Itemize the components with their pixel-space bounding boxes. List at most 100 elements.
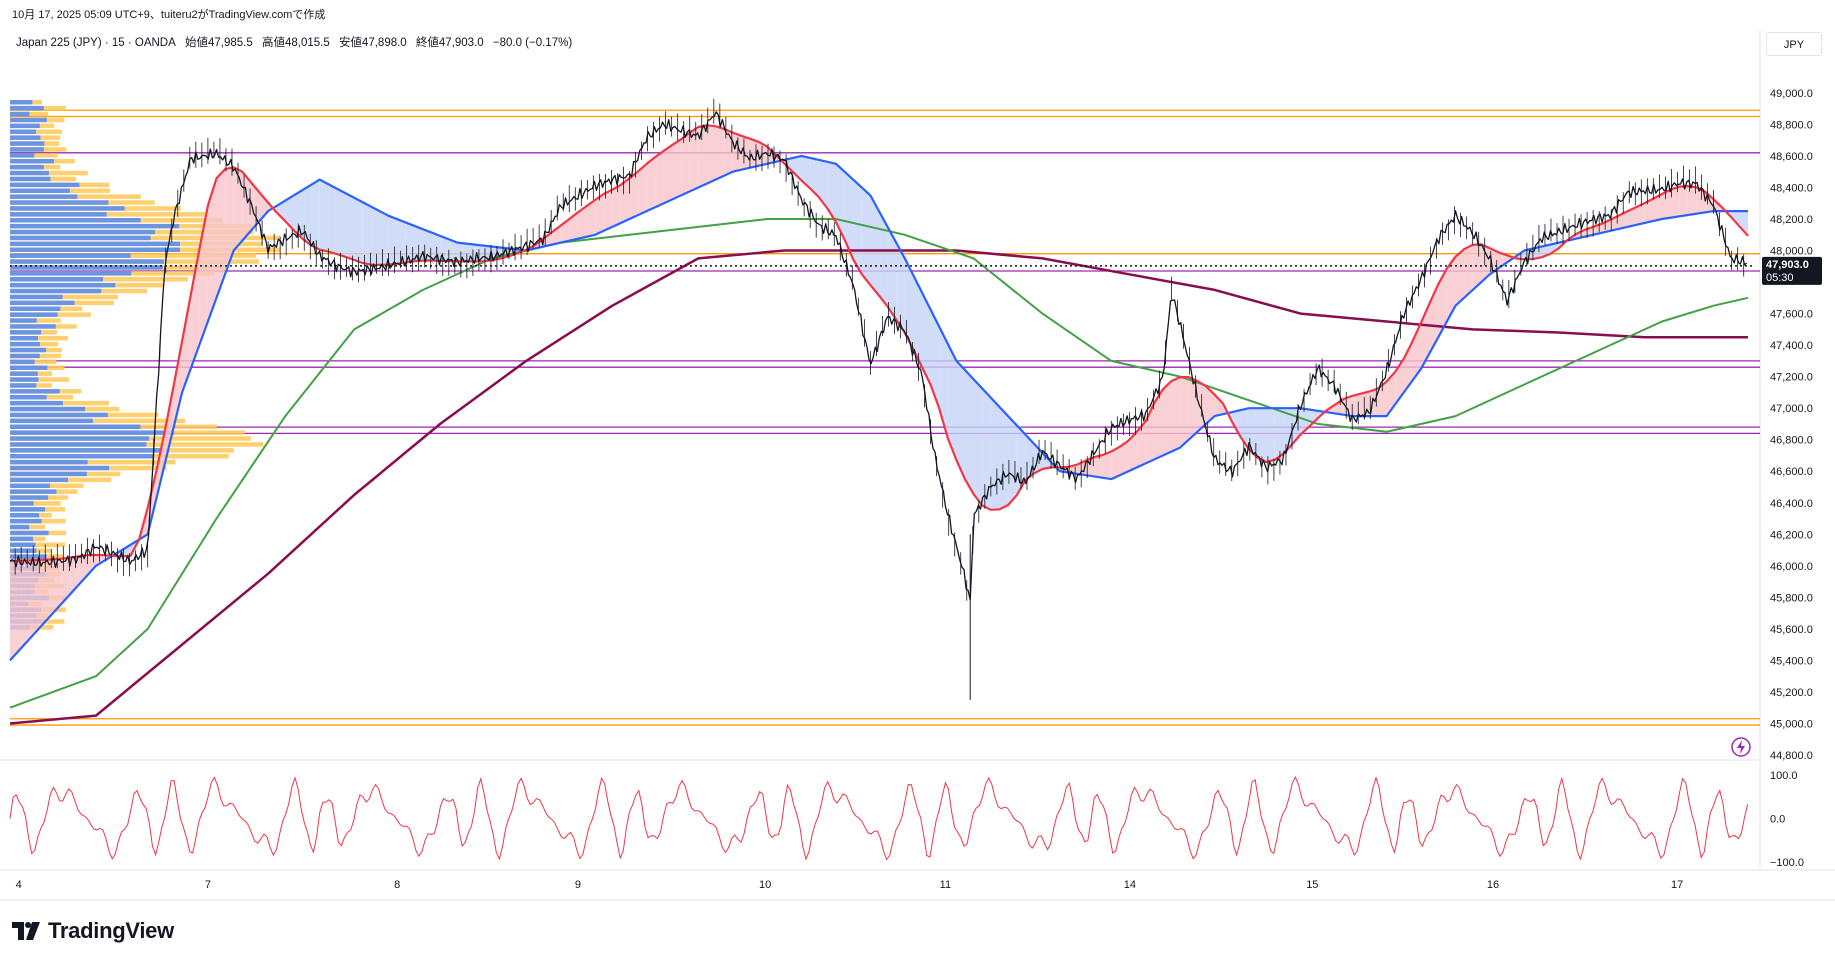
ma-cloud-fill	[96, 554, 105, 566]
price-tick-label: 48,200.0	[1770, 214, 1813, 226]
ma-cloud-fill	[810, 157, 819, 198]
volume-profile-bar	[10, 459, 176, 465]
ma-cloud-fill	[569, 212, 578, 241]
volume-profile-bar	[10, 554, 47, 559]
price-tick-label: 46,800.0	[1770, 435, 1813, 447]
slow-ma-line	[9, 218, 1749, 709]
volume-profile-bar	[10, 530, 49, 536]
volume-profile-bar	[10, 507, 45, 512]
time-tick-label: 16	[1487, 879, 1499, 891]
time-tick-label: 10	[759, 879, 771, 891]
currency-button[interactable]: JPY	[1766, 32, 1822, 56]
volume-profile-bar	[10, 495, 49, 500]
countdown-label: 05:30	[1766, 272, 1794, 284]
volume-profile-bar	[10, 253, 131, 258]
ma-cloud-fill	[1550, 242, 1559, 255]
time-tick-label: 14	[1124, 879, 1136, 891]
volume-profile-bar	[10, 548, 37, 553]
created-by-line: 10月 17, 2025 05:09 UTC+9、tuiteru2がTradin…	[12, 9, 326, 21]
ma-cloud-fill	[1171, 377, 1181, 452]
ma-cloud-fill	[586, 199, 596, 237]
ma-cloud-fill	[724, 128, 733, 176]
ma-cloud-fill	[879, 211, 888, 307]
volume-profile-bar	[10, 430, 174, 435]
volume-profile-bar	[10, 259, 164, 264]
volume-profile-bar	[10, 406, 86, 412]
change-value: −80.0 (−0.17%)	[492, 37, 573, 49]
volume-profile-bar	[10, 294, 63, 300]
price-line	[9, 111, 1748, 601]
ma-cloud-fill	[1119, 440, 1129, 476]
time-tick-label: 4	[16, 879, 22, 891]
ma-cloud-fill	[285, 195, 294, 231]
ma-cloud-fill	[543, 232, 553, 247]
volume-profile-bar	[10, 218, 141, 223]
ma-cloud-fill	[440, 235, 449, 262]
ma-cloud-fill	[1231, 410, 1241, 437]
symbol-legend: Japan 225 (JPY) · 15 · OANDA 始値47,985.5 …	[16, 34, 578, 50]
ma-cloud-fill	[1111, 446, 1120, 480]
price-tick-label: 48,000.0	[1770, 246, 1813, 258]
volume-profile-bar	[10, 412, 108, 418]
ma-cloud-fill	[973, 379, 983, 506]
ma-cloud-fill	[1661, 189, 1671, 219]
ma-cloud-fill	[466, 243, 475, 262]
volume-profile-bar	[10, 377, 70, 382]
ma-cloud-fill	[715, 126, 725, 180]
ma-cloud-fill	[259, 192, 269, 221]
ma-cloud-fill	[250, 182, 260, 231]
volume-profile-bar	[10, 424, 141, 429]
ma-cloud-fill	[207, 178, 217, 322]
high-value: 高値48,015.5	[261, 37, 330, 49]
ma-cloud-fill	[1438, 268, 1447, 338]
volume-profile-bar	[10, 306, 61, 311]
ma-cloud-fill	[1352, 393, 1361, 417]
symbol-name[interactable]: Japan 225 (JPY) · 15 · OANDA	[16, 37, 176, 49]
ma-cloud-fill	[1102, 451, 1112, 480]
volume-profile-bar	[10, 347, 47, 353]
volume-profile-bar	[10, 459, 88, 465]
ma-cloud-fill	[1403, 341, 1413, 393]
volume-profile-bar	[10, 265, 163, 270]
ma-cloud-fill	[603, 189, 613, 231]
ma-cloud-fill	[577, 206, 587, 239]
ma-cloud-fill	[689, 127, 699, 192]
ma-cloud-fill	[422, 229, 432, 261]
ma-cloud-fill	[844, 171, 854, 260]
volume-profile-bar	[10, 194, 78, 199]
price-tick-label: 48,800.0	[1770, 119, 1813, 131]
volume-profile-bar	[10, 212, 206, 217]
volume-profile-bar	[10, 330, 42, 335]
ma-cloud-fill	[904, 258, 914, 350]
volume-profile-bar	[10, 212, 107, 217]
volume-profile-bar	[10, 129, 37, 134]
time-tick-label: 8	[394, 879, 400, 891]
ma-cloud-fill	[431, 232, 441, 261]
ma-cloud-fill	[1636, 203, 1645, 225]
ma-cloud-fill	[1618, 211, 1628, 229]
lightning-icon[interactable]	[1730, 736, 1752, 758]
volume-profile-bar	[10, 336, 38, 341]
time-tick-label: 9	[575, 879, 581, 891]
brand-name: TradingView	[48, 918, 174, 943]
ma-cloud-fill	[1653, 194, 1662, 221]
volume-profile-bar	[10, 159, 54, 164]
volume-profile-bar	[10, 271, 132, 276]
volume-profile-bar	[10, 395, 47, 400]
osc-tick-label: 100.0	[1770, 770, 1798, 782]
volume-profile-bar	[10, 336, 69, 341]
time-tick-label: 7	[205, 879, 211, 891]
ma-cloud-fill	[1386, 371, 1396, 417]
ma-cloud-fill	[552, 225, 561, 245]
open-value: 始値47,985.5	[185, 37, 253, 49]
ma-cloud-fill	[293, 190, 303, 239]
ma-cloud-fill	[345, 193, 355, 260]
fast-ma-line	[9, 124, 1749, 562]
volume-profile-bar	[10, 100, 33, 105]
ma-cloud-fill	[1274, 408, 1284, 460]
volume-profile-bar	[10, 105, 44, 111]
price-tick-label: 45,400.0	[1770, 655, 1813, 667]
ma-cloud-fill	[1687, 186, 1697, 216]
ma-cloud-fill	[1739, 211, 1748, 236]
